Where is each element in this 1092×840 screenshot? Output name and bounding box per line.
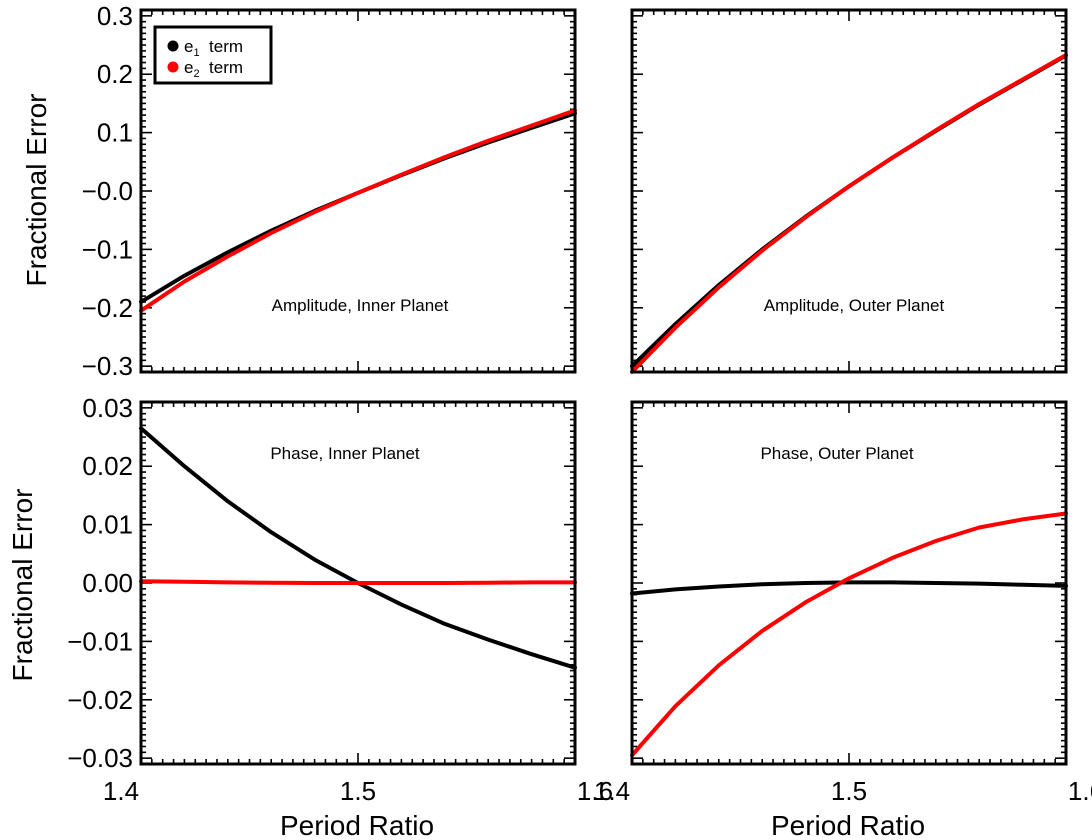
legend-box — [153, 25, 273, 85]
y-axis-title-bottom: Fractional Error — [7, 489, 38, 682]
panel-annotation: Phase, Inner Planet — [270, 444, 420, 463]
y-tick-label: −0.2 — [82, 293, 133, 323]
red-series-line — [630, 511, 1068, 758]
panel-top-right: Amplitude, Outer Planet — [630, 8, 1068, 374]
x-axis-title-right: Period Ratio — [771, 810, 925, 840]
legend-entry-label: e2 term — [184, 58, 243, 80]
y-tick-label: 0.02 — [82, 451, 133, 481]
red-series-line — [630, 53, 1068, 374]
x-tick-label: 1.6 — [1068, 776, 1092, 806]
panel-bottom-right: 1.4 1.5 1.6 Phase, Outer Planet — [594, 400, 1092, 806]
y-tick-label: 0.00 — [82, 568, 133, 598]
x-tick-label: 1.4 — [103, 776, 139, 806]
y-tick-label: −0.02 — [67, 685, 133, 715]
y-tick-label: −0.0 — [82, 176, 133, 206]
panel-bottom-left: 0.03 0.02 0.01 0.00 −0.01 −0.02 −0.031.4 1.5 1.6… — [67, 393, 613, 806]
y-tick-label: −0.3 — [82, 351, 133, 381]
x-tick-label: 1.5 — [831, 776, 867, 806]
panel-annotation: Phase, Outer Planet — [760, 444, 913, 463]
y-axis-title-top: Fractional Error — [21, 94, 52, 287]
legend-marker — [167, 61, 179, 73]
panel-top-left: 0.3 0.2 0.1 −0.0 −0.1 −0.2 −0.3 Amplitude, Inne… — [82, 1, 577, 381]
black-series-line — [630, 580, 1068, 596]
panel-annotation: Amplitude, Outer Planet — [764, 296, 945, 315]
legend-marker — [167, 40, 179, 52]
x-tick-label: 1.4 — [594, 776, 630, 806]
red-series-line — [139, 108, 577, 313]
panel-annotation: Amplitude, Inner Planet — [272, 296, 449, 315]
plot-frame — [139, 8, 577, 374]
plot-frame — [630, 8, 1068, 374]
y-tick-label: −0.1 — [82, 234, 133, 264]
y-tick-label: 0.2 — [97, 59, 133, 89]
black-series-line — [139, 111, 577, 304]
x-axis-title-left: Period Ratio — [280, 810, 434, 840]
red-series-line — [139, 579, 577, 585]
y-tick-label: 0.03 — [82, 393, 133, 423]
plot-frame — [139, 400, 577, 766]
x-tick-label: 1.5 — [340, 776, 376, 806]
y-tick-label: −0.03 — [67, 743, 133, 773]
y-tick-label: 0.01 — [82, 510, 133, 540]
black-series-line — [139, 426, 577, 670]
x-tick-label: 1.6 — [577, 776, 613, 806]
black-series-line — [630, 53, 1068, 369]
legend-entry-label: e1 term — [184, 37, 243, 59]
plot-frame — [630, 400, 1068, 766]
y-tick-label: 0.3 — [97, 1, 133, 31]
y-tick-label: −0.01 — [67, 626, 133, 656]
y-tick-label: 0.1 — [97, 118, 133, 148]
